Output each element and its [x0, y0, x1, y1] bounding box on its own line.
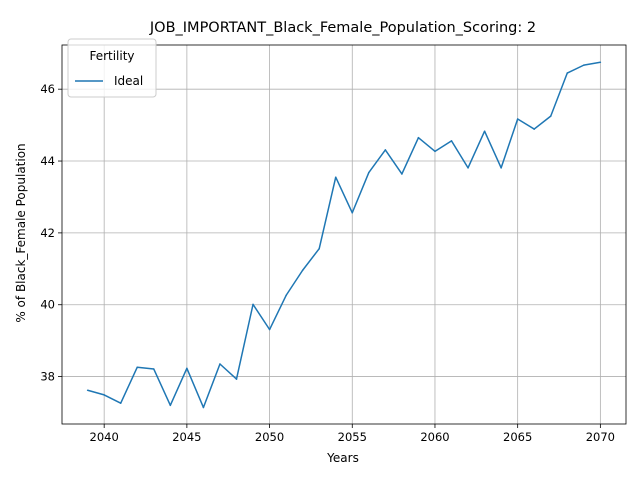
y-tick-label: 40 [40, 298, 55, 312]
legend-box [67, 38, 157, 98]
data-point [86, 389, 89, 391]
data-point [583, 64, 585, 66]
data-point [533, 128, 535, 130]
data-point [351, 212, 354, 214]
data-point [136, 366, 139, 368]
data-point [450, 140, 453, 142]
data-point [483, 130, 486, 132]
data-point [434, 150, 436, 153]
y-tick-label: 44 [40, 154, 55, 168]
data-point [516, 118, 519, 120]
data-point [103, 394, 105, 396]
x-tick-label: 2070 [586, 430, 615, 444]
data-point [285, 294, 287, 297]
data-point [219, 363, 221, 365]
data-point [401, 173, 403, 175]
legend-title: Fertility [89, 49, 134, 63]
x-tick-label: 2050 [255, 430, 284, 444]
legend-label-ideal: Ideal [114, 74, 143, 88]
data-point [119, 402, 122, 404]
x-tick-label: 2065 [503, 430, 532, 444]
x-tick-label: 2060 [420, 430, 449, 444]
chart-title: JOB_IMPORTANT_Black_Female_Population_Sc… [149, 20, 536, 36]
data-point [186, 367, 188, 370]
y-tick-label: 42 [40, 226, 55, 240]
data-point [202, 406, 205, 409]
data-point [599, 61, 602, 63]
data-point [153, 368, 155, 370]
series-line-ideal [87, 61, 601, 409]
data-point [500, 167, 502, 169]
x-axis-label: Years [326, 451, 359, 465]
data-point [566, 72, 569, 74]
data-point [268, 328, 271, 331]
x-tick-label: 2040 [90, 430, 119, 444]
legend: Fertility Ideal [67, 38, 157, 98]
x-tick-label: 2055 [338, 430, 367, 444]
data-point [467, 167, 469, 169]
data-point [301, 269, 304, 271]
x-tick-label: 2045 [172, 430, 201, 444]
data-point [417, 136, 420, 139]
plot-frame [61, 44, 627, 425]
x-axis: 2040 2045 2050 2055 2060 2065 2070 [90, 424, 615, 444]
series-layer [86, 61, 602, 409]
gridlines [62, 45, 626, 424]
data-point [169, 404, 172, 407]
data-point [318, 247, 320, 250]
data-point [252, 303, 254, 306]
y-axis-label: % of Black_Female Population [14, 143, 28, 322]
data-point [334, 176, 337, 178]
data-point [235, 378, 238, 380]
data-point [368, 171, 370, 174]
data-point [384, 149, 387, 151]
data-point [549, 115, 552, 117]
y-axis: 38 40 42 44 46 [40, 82, 62, 384]
y-tick-label: 38 [40, 370, 55, 384]
y-tick-label: 46 [40, 82, 55, 96]
